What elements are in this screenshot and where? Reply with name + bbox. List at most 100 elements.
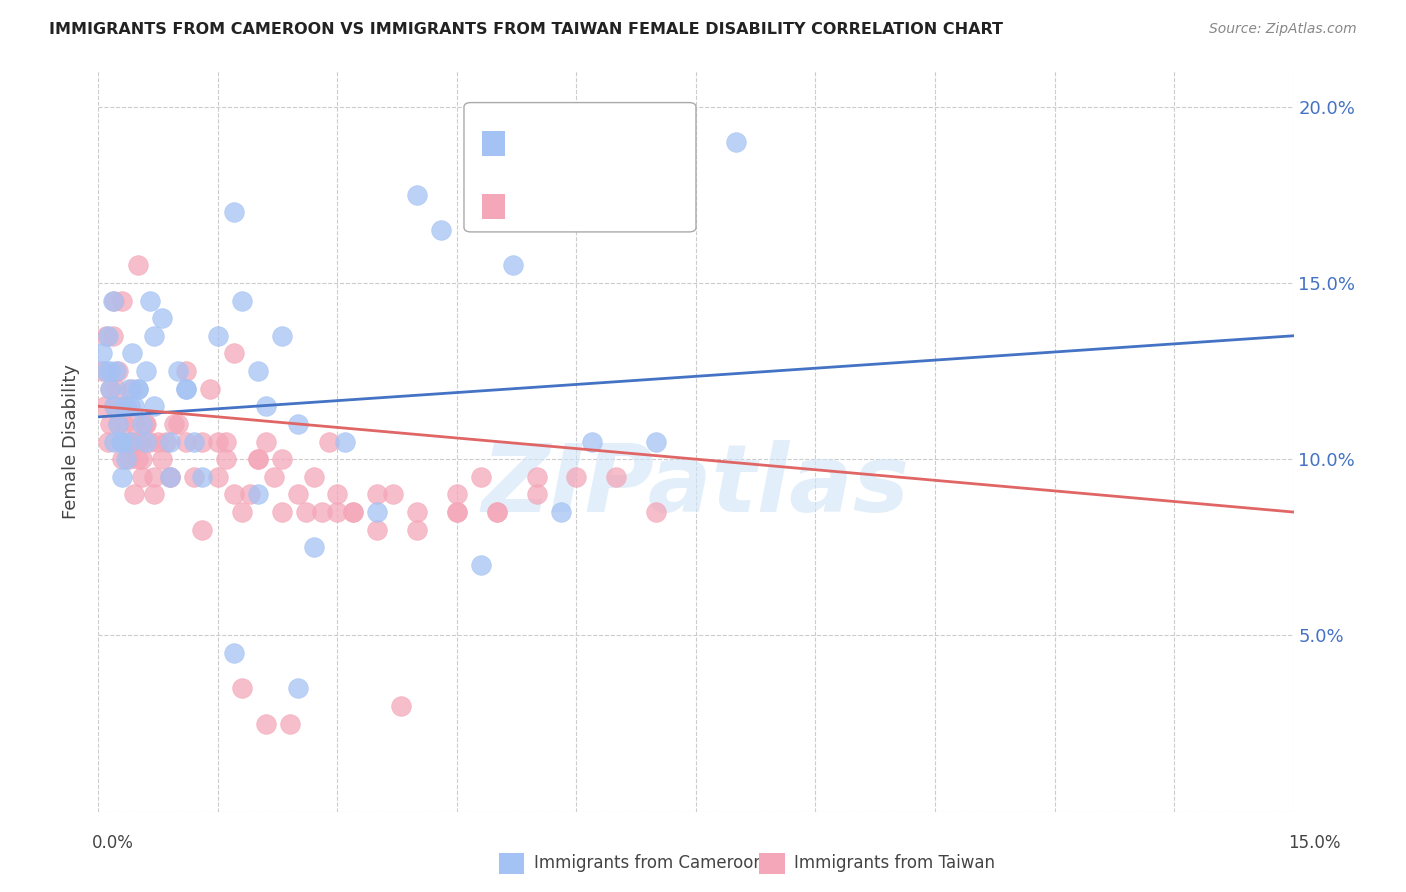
Point bbox=[98, 382, 122, 396]
Point bbox=[120, 434, 142, 449]
Point bbox=[121, 346, 143, 360]
Text: 0.100: 0.100 bbox=[548, 134, 600, 152]
Point bbox=[335, 434, 357, 449]
Point bbox=[645, 505, 668, 519]
Y-axis label: Female Disability: Female Disability bbox=[62, 364, 80, 519]
Point bbox=[124, 399, 146, 413]
Text: 15.0%: 15.0% bbox=[1288, 834, 1341, 852]
Point bbox=[131, 470, 153, 484]
Text: Immigrants from Cameroon: Immigrants from Cameroon bbox=[534, 855, 763, 872]
Point bbox=[191, 470, 214, 484]
Point bbox=[430, 223, 453, 237]
Point bbox=[287, 681, 309, 696]
Point bbox=[326, 487, 349, 501]
Point bbox=[118, 452, 141, 467]
Point bbox=[605, 470, 627, 484]
Point bbox=[446, 505, 468, 519]
Point bbox=[131, 417, 153, 431]
Point bbox=[103, 399, 125, 413]
Text: IMMIGRANTS FROM CAMEROON VS IMMIGRANTS FROM TAIWAN FEMALE DISABILITY CORRELATION: IMMIGRANTS FROM CAMEROON VS IMMIGRANTS F… bbox=[49, 22, 1004, 37]
Point bbox=[104, 382, 127, 396]
Point bbox=[125, 434, 148, 449]
Point bbox=[406, 523, 429, 537]
Point bbox=[470, 558, 492, 572]
Text: 57: 57 bbox=[631, 134, 654, 152]
Point bbox=[366, 523, 388, 537]
Point bbox=[294, 505, 316, 519]
Point bbox=[107, 417, 129, 431]
Point bbox=[231, 681, 253, 696]
Point bbox=[565, 470, 588, 484]
Point bbox=[96, 328, 118, 343]
Point bbox=[103, 434, 125, 449]
Point bbox=[143, 399, 166, 413]
Point bbox=[91, 346, 114, 360]
Point bbox=[134, 417, 156, 431]
Point bbox=[159, 470, 181, 484]
Point bbox=[143, 470, 166, 484]
Point bbox=[91, 364, 114, 378]
Point bbox=[222, 487, 245, 501]
Point bbox=[127, 382, 149, 396]
Point bbox=[246, 364, 269, 378]
Point bbox=[112, 417, 135, 431]
Point bbox=[239, 487, 262, 501]
Point bbox=[98, 382, 122, 396]
Point bbox=[131, 452, 153, 467]
Point bbox=[111, 293, 134, 308]
Point bbox=[222, 205, 245, 219]
Point bbox=[550, 505, 572, 519]
Point bbox=[139, 293, 162, 308]
Point bbox=[110, 434, 132, 449]
Point bbox=[150, 311, 173, 326]
Point bbox=[143, 487, 166, 501]
Point bbox=[222, 346, 245, 360]
Point bbox=[215, 434, 238, 449]
Point bbox=[311, 505, 333, 519]
Point bbox=[446, 487, 468, 501]
Point bbox=[174, 434, 197, 449]
Point bbox=[446, 505, 468, 519]
Point bbox=[389, 698, 412, 713]
Point bbox=[174, 364, 197, 378]
Point bbox=[222, 646, 245, 660]
Point bbox=[406, 505, 429, 519]
Point bbox=[127, 452, 149, 467]
Text: 90: 90 bbox=[631, 196, 654, 214]
Text: N =: N = bbox=[602, 134, 638, 152]
Point bbox=[366, 487, 388, 501]
Text: 0.0%: 0.0% bbox=[91, 834, 134, 852]
Point bbox=[127, 382, 149, 396]
Point bbox=[287, 487, 309, 501]
Point bbox=[107, 417, 129, 431]
Point bbox=[270, 452, 292, 467]
Point bbox=[207, 470, 229, 484]
Text: R =: R = bbox=[515, 196, 551, 214]
Point bbox=[159, 434, 181, 449]
Point bbox=[103, 399, 125, 413]
Point bbox=[406, 187, 429, 202]
Point bbox=[287, 417, 309, 431]
Point bbox=[115, 399, 138, 413]
Text: Immigrants from Taiwan: Immigrants from Taiwan bbox=[794, 855, 995, 872]
Point bbox=[118, 382, 141, 396]
Point bbox=[254, 716, 277, 731]
Point bbox=[150, 452, 173, 467]
Point bbox=[121, 382, 143, 396]
Point bbox=[318, 434, 340, 449]
Point bbox=[98, 364, 122, 378]
Point bbox=[231, 293, 253, 308]
Text: ZIPatlas: ZIPatlas bbox=[482, 440, 910, 532]
Point bbox=[135, 434, 157, 449]
Point bbox=[724, 135, 747, 149]
Point bbox=[103, 293, 125, 308]
Point bbox=[174, 382, 197, 396]
Point bbox=[342, 505, 364, 519]
Point bbox=[254, 399, 277, 413]
Point bbox=[163, 417, 186, 431]
Point bbox=[97, 328, 120, 343]
Point bbox=[124, 487, 146, 501]
Point bbox=[111, 470, 134, 484]
Point bbox=[526, 487, 548, 501]
Point bbox=[246, 452, 269, 467]
